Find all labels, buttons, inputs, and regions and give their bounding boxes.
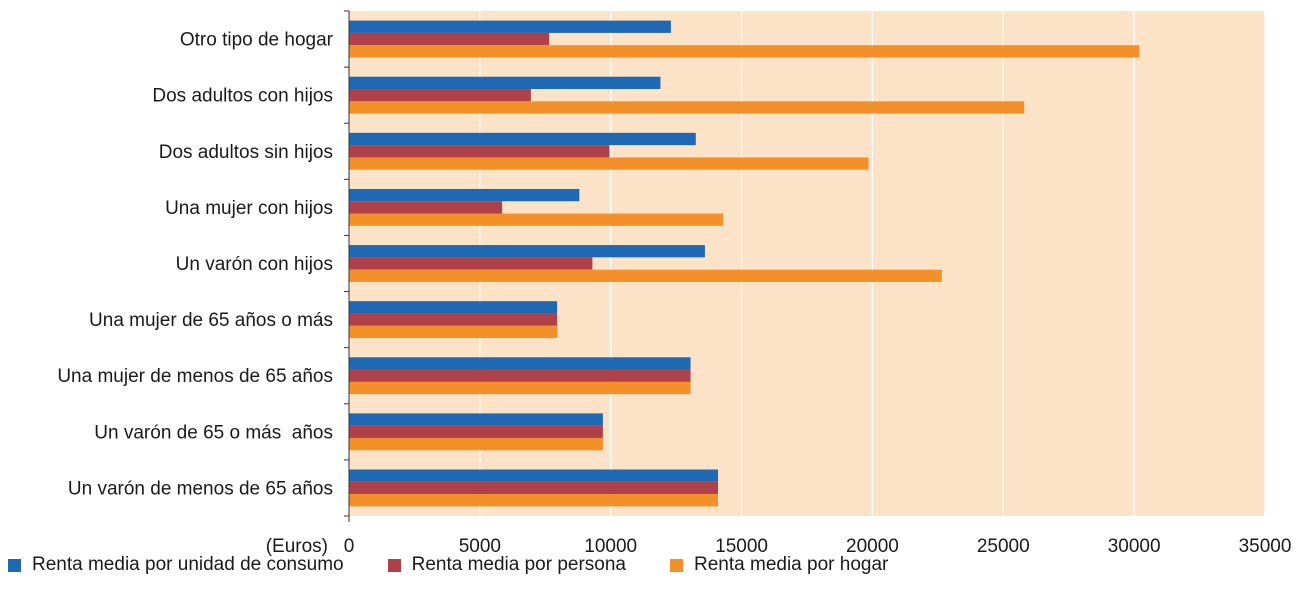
bar-2-2 (349, 89, 531, 102)
legend: Renta media por unidad de consumo Renta m… (8, 554, 932, 576)
bar-3-8 (349, 437, 603, 451)
x-tick-label-30000: 30000 (1108, 536, 1161, 557)
bar-1-5 (349, 245, 705, 258)
bar-2-1 (349, 32, 550, 46)
bar-1-6 (349, 301, 558, 314)
bar-3-4 (349, 213, 724, 226)
bar-1-1 (349, 20, 671, 33)
bar-3-3 (349, 157, 869, 170)
category-label: Un varón de menos de 65 años (68, 478, 333, 499)
x-tick-label-35000: 35000 (1239, 536, 1292, 557)
bar-1-4 (349, 188, 580, 202)
category-label: Dos adultos con hijos (152, 86, 333, 107)
x-tick-label-20000: 20000 (846, 536, 899, 557)
bar-3-9 (349, 494, 719, 507)
bar-2-5 (349, 257, 593, 270)
bar-1-7 (349, 357, 691, 370)
category-label: Un varón de 65 o más años (94, 422, 333, 443)
legend-item-2: Renta media por persona (387, 554, 627, 576)
bar-2-7 (349, 369, 691, 382)
x-tick-label-0: 0 (344, 536, 355, 557)
bar-1-3 (349, 132, 696, 146)
bar-3-7 (349, 381, 691, 395)
legend-swatch-1 (8, 558, 21, 572)
category-label: Una mujer con hijos (165, 198, 333, 219)
legend-swatch-3 (670, 558, 684, 572)
bar-2-4 (349, 201, 503, 214)
bar-3-1 (349, 45, 1140, 58)
axis-labels: 0 5000 10000 15000 20000 25000 30000 35000 (Euro… (57, 30, 1291, 557)
category-label: Dos adultos sin hijos (159, 142, 333, 163)
bar-1-9 (349, 469, 719, 482)
legend-label-2: Renta media por persona (411, 554, 627, 575)
category-label: Una mujer de menos de 65 años (57, 366, 333, 387)
x-tick-label-15000: 15000 (715, 536, 768, 557)
axes (344, 10, 350, 522)
legend-label-1: Renta media por unidad de consumo (32, 554, 344, 575)
bar-2-3 (349, 145, 610, 158)
bar-3-2 (349, 101, 1025, 114)
bars (349, 20, 1140, 507)
bar-2-6 (349, 313, 558, 326)
bar-2-8 (349, 425, 603, 438)
legend-item-1: Renta media por unidad de consumo (8, 554, 344, 576)
legend-label-3: Renta media por hogar (694, 554, 889, 575)
x-tick-label-5000: 5000 (459, 536, 501, 557)
category-label: Otro tipo de hogar (180, 30, 334, 51)
bar-3-5 (349, 269, 942, 282)
x-axis-label: (Euros) (266, 536, 328, 557)
x-tick-label-25000: 25000 (977, 536, 1030, 557)
category-label: Un varón con hijos (176, 254, 333, 275)
bar-2-9 (349, 481, 719, 495)
bar-3-6 (349, 325, 558, 339)
bar-1-8 (349, 413, 603, 426)
bar-1-2 (349, 76, 661, 90)
x-tick-label-10000: 10000 (584, 536, 637, 557)
category-label: Una mujer de 65 años o más (89, 310, 333, 331)
legend-item-3: Renta media por hogar (670, 554, 888, 576)
legend-swatch-2 (387, 558, 401, 572)
